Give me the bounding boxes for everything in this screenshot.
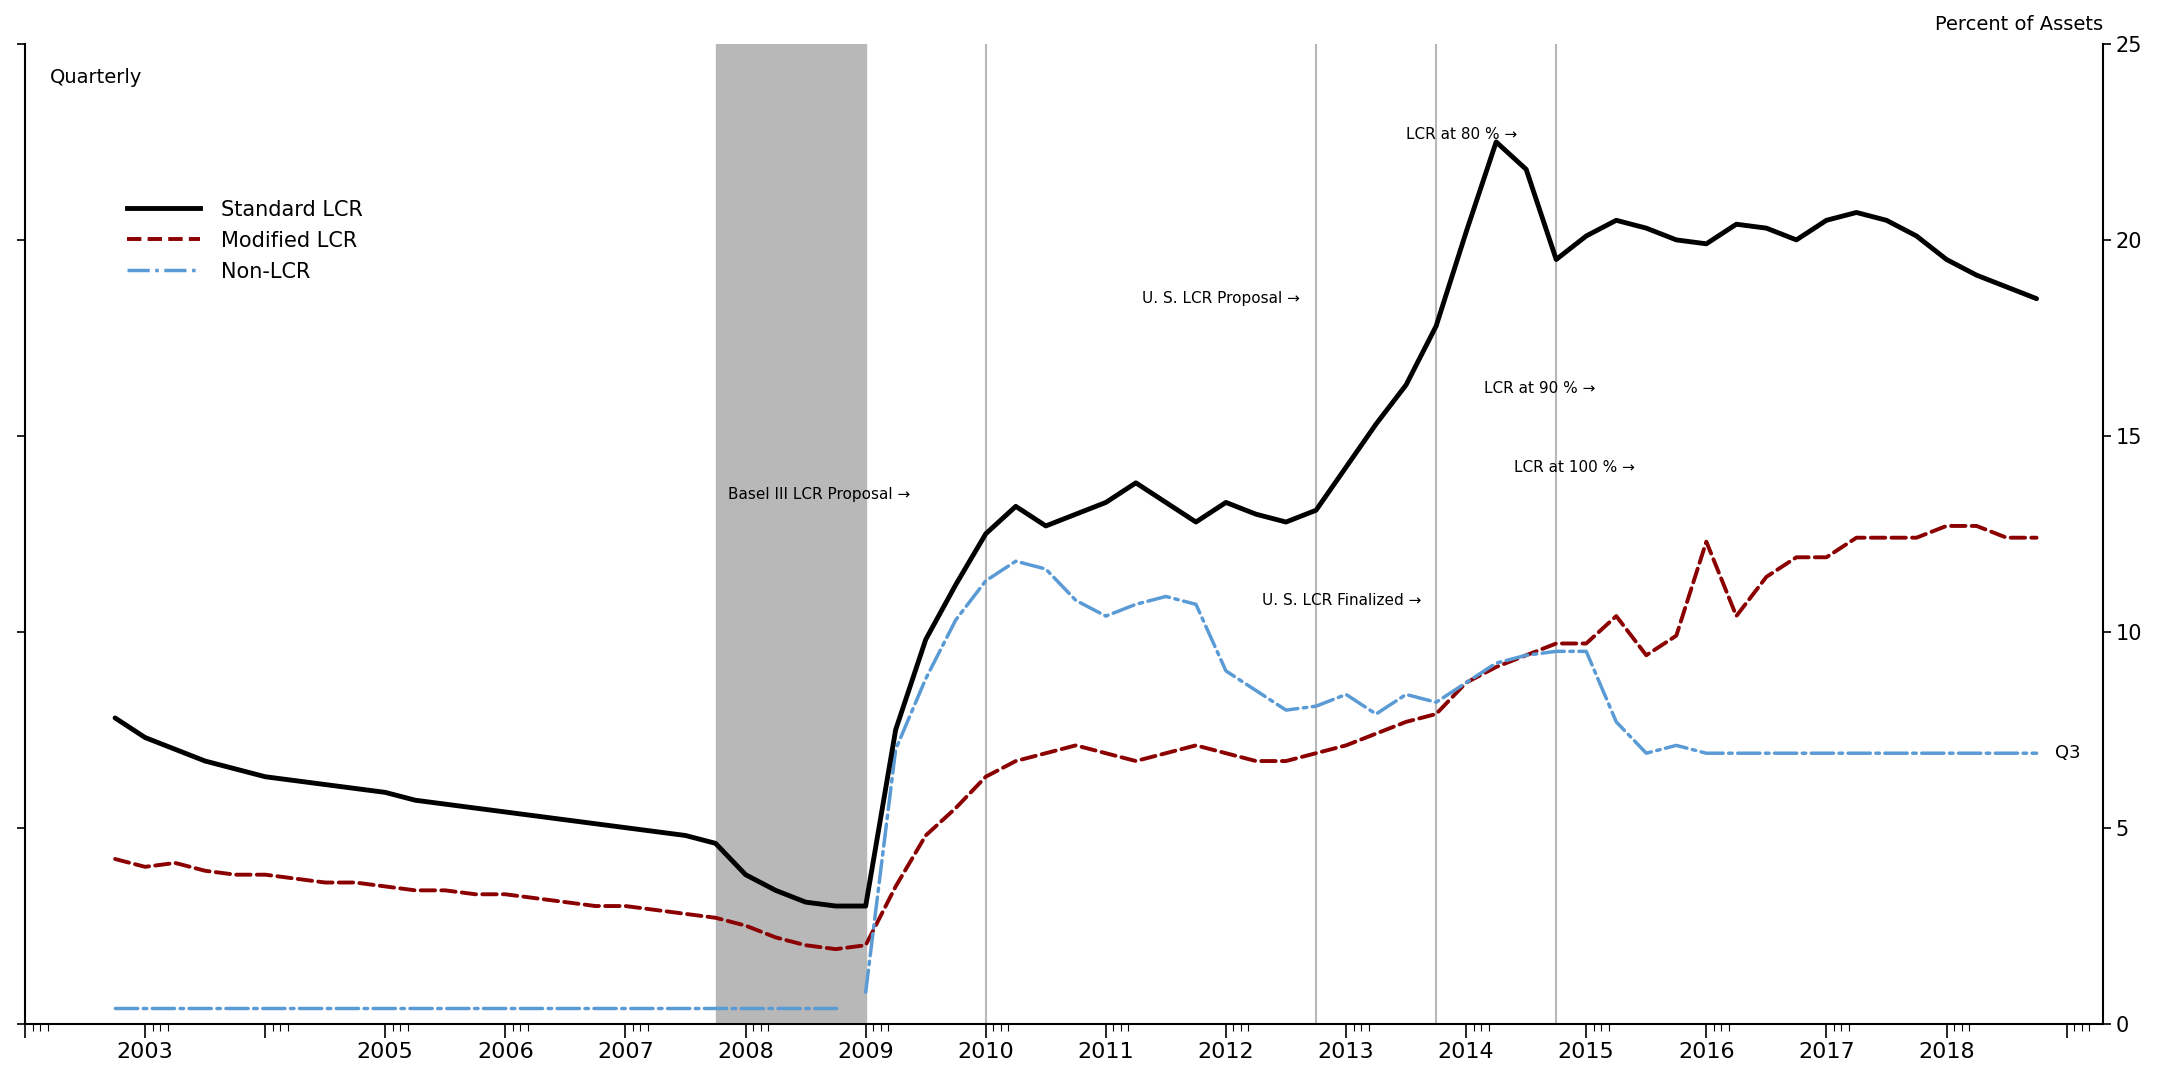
Text: Basel III LCR Proposal →: Basel III LCR Proposal → (728, 487, 909, 502)
Text: LCR at 100 % →: LCR at 100 % → (1513, 460, 1634, 475)
Text: U. S. LCR Finalized →: U. S. LCR Finalized → (1263, 592, 1421, 607)
Text: LCR at 90 % →: LCR at 90 % → (1483, 381, 1596, 396)
Text: LCR at 80 % →: LCR at 80 % → (1406, 126, 1518, 141)
Text: U. S. LCR Proposal →: U. S. LCR Proposal → (1142, 291, 1300, 306)
Text: Quarterly: Quarterly (50, 68, 142, 87)
Text: Q3: Q3 (2055, 745, 2081, 762)
Legend: Standard LCR, Modified LCR, Non-LCR: Standard LCR, Modified LCR, Non-LCR (119, 192, 371, 290)
Text: Percent of Assets: Percent of Assets (1934, 15, 2103, 35)
Bar (715, 44, 866, 1024)
